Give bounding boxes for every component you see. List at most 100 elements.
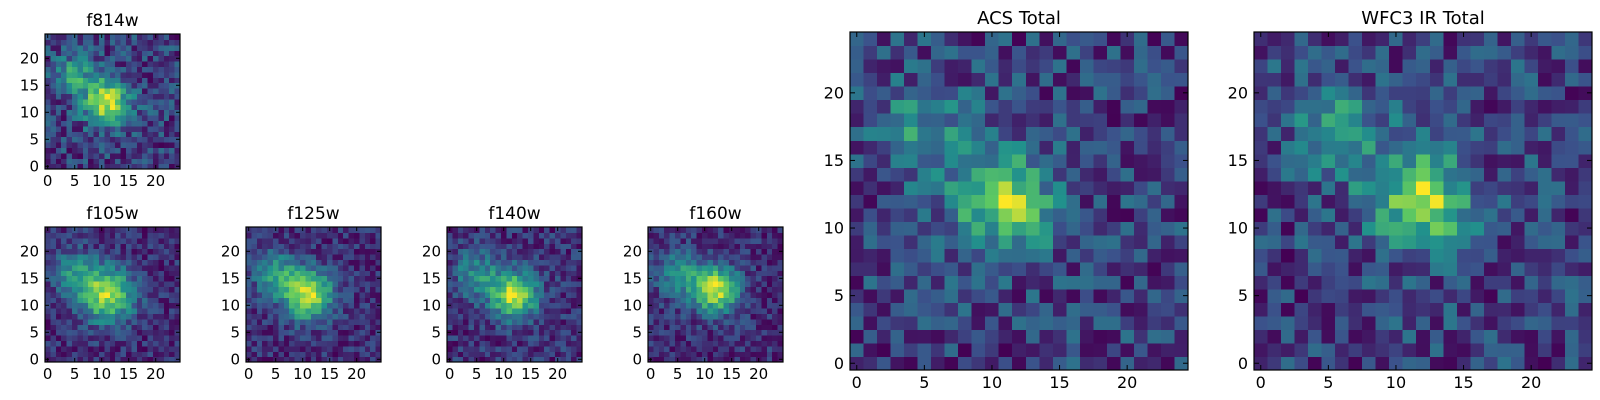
- heatmap-cell: [251, 232, 257, 238]
- heatmap-cell: [1120, 154, 1134, 168]
- heatmap-cell: [50, 259, 56, 265]
- heatmap-cell: [278, 265, 284, 271]
- heatmap-cell: [1107, 86, 1121, 100]
- heatmap-cell: [349, 292, 355, 298]
- heatmap-cell: [1322, 194, 1336, 208]
- heatmap-cell: [904, 113, 918, 127]
- heatmap-cell: [88, 99, 94, 105]
- heatmap-cell: [1147, 343, 1161, 357]
- heatmap-cell: [110, 50, 116, 56]
- heatmap-cell: [1551, 343, 1565, 357]
- heatmap-cell: [94, 249, 100, 255]
- heatmap-cell: [359, 340, 365, 346]
- heatmap-cell: [945, 154, 959, 168]
- heatmap-cell: [958, 113, 972, 127]
- heatmap-cell: [1551, 208, 1565, 222]
- heatmap-cell: [664, 227, 670, 233]
- heatmap-cell: [164, 259, 170, 265]
- heatmap-cell: [110, 137, 116, 143]
- heatmap-cell: [164, 39, 170, 45]
- heatmap-cell: [289, 249, 295, 255]
- heatmap-cell: [349, 259, 355, 265]
- heatmap-cell: [1174, 235, 1188, 249]
- heatmap-cell: [985, 113, 999, 127]
- heatmap-cell: [506, 308, 512, 314]
- heatmap-cell: [1093, 73, 1107, 87]
- heatmap-cell: [533, 330, 539, 336]
- heatmap-cell: [295, 335, 301, 341]
- heatmap-cell: [707, 238, 713, 244]
- heatmap-cell: [1268, 208, 1282, 222]
- heatmap-cell: [474, 351, 480, 357]
- heatmap-cell: [1161, 46, 1175, 60]
- heatmap-cell: [50, 147, 56, 153]
- heatmap-cell: [1147, 194, 1161, 208]
- heatmap-cell: [1080, 100, 1094, 114]
- heatmap-cell: [88, 34, 94, 40]
- heatmap-cell: [931, 113, 945, 127]
- heatmap-cell: [77, 153, 83, 159]
- heatmap-cell: [1080, 289, 1094, 303]
- heatmap-cell: [50, 270, 56, 276]
- heatmap-cell: [110, 254, 116, 260]
- heatmap-cell: [50, 303, 56, 309]
- heatmap-cell: [447, 346, 453, 352]
- heatmap-cell: [67, 39, 73, 45]
- heatmap-cell: [659, 259, 665, 265]
- heatmap-cell: [365, 335, 371, 341]
- heatmap-cell: [246, 297, 252, 303]
- heatmap-cell: [370, 227, 376, 233]
- heatmap-cell: [126, 45, 132, 51]
- heatmap-cell: [137, 346, 143, 352]
- heatmap-cell: [904, 32, 918, 46]
- heatmap-cell: [88, 276, 94, 282]
- heatmap-cell: [458, 351, 464, 357]
- heatmap-cell: [707, 286, 713, 292]
- heatmap-cell: [327, 324, 333, 330]
- heatmap-cell: [945, 167, 959, 181]
- heatmap-cell: [169, 99, 175, 105]
- heatmap-cell: [295, 319, 301, 325]
- heatmap-cell: [734, 270, 740, 276]
- heatmap-cell: [904, 46, 918, 60]
- heatmap-cell: [485, 340, 491, 346]
- heatmap-cell: [729, 265, 735, 271]
- heatmap-cell: [724, 313, 730, 319]
- heatmap-cell: [88, 153, 94, 159]
- heatmap-cell: [761, 319, 767, 325]
- heatmap-cell: [707, 249, 713, 255]
- heatmap-cell: [653, 243, 659, 249]
- heatmap-cell: [1295, 248, 1309, 262]
- heatmap-cell: [148, 270, 154, 276]
- heatmap-cell: [772, 254, 778, 260]
- heatmap-cell: [164, 292, 170, 298]
- heatmap-cell: [1470, 194, 1484, 208]
- heatmap-cell: [99, 319, 105, 325]
- y-tick-label: 20: [623, 243, 642, 261]
- heatmap-cell: [1443, 194, 1457, 208]
- heatmap-cell: [1565, 46, 1579, 60]
- heatmap-cell: [1107, 46, 1121, 60]
- heatmap-cell: [349, 238, 355, 244]
- heatmap-cell: [88, 142, 94, 148]
- heatmap-cell: [756, 270, 762, 276]
- heatmap-cell: [985, 181, 999, 195]
- heatmap-cell: [121, 319, 127, 325]
- heatmap-cell: [724, 254, 730, 260]
- heatmap-cell: [83, 227, 89, 233]
- heatmap-cell: [1254, 343, 1268, 357]
- heatmap-cell: [153, 126, 159, 132]
- heatmap-cell: [560, 276, 566, 282]
- heatmap-cell: [327, 259, 333, 265]
- heatmap-cell: [761, 303, 767, 309]
- x-tick-label: 0: [1256, 373, 1266, 392]
- heatmap-cell: [354, 313, 360, 319]
- heatmap-cell: [338, 297, 344, 303]
- heatmap-cell: [131, 324, 137, 330]
- heatmap-cell: [1308, 356, 1322, 370]
- heatmap-cell: [1578, 208, 1592, 222]
- heatmap-cell: [316, 232, 322, 238]
- heatmap-cell: [452, 265, 458, 271]
- heatmap-cell: [1416, 208, 1430, 222]
- heatmap-cell: [1403, 208, 1417, 222]
